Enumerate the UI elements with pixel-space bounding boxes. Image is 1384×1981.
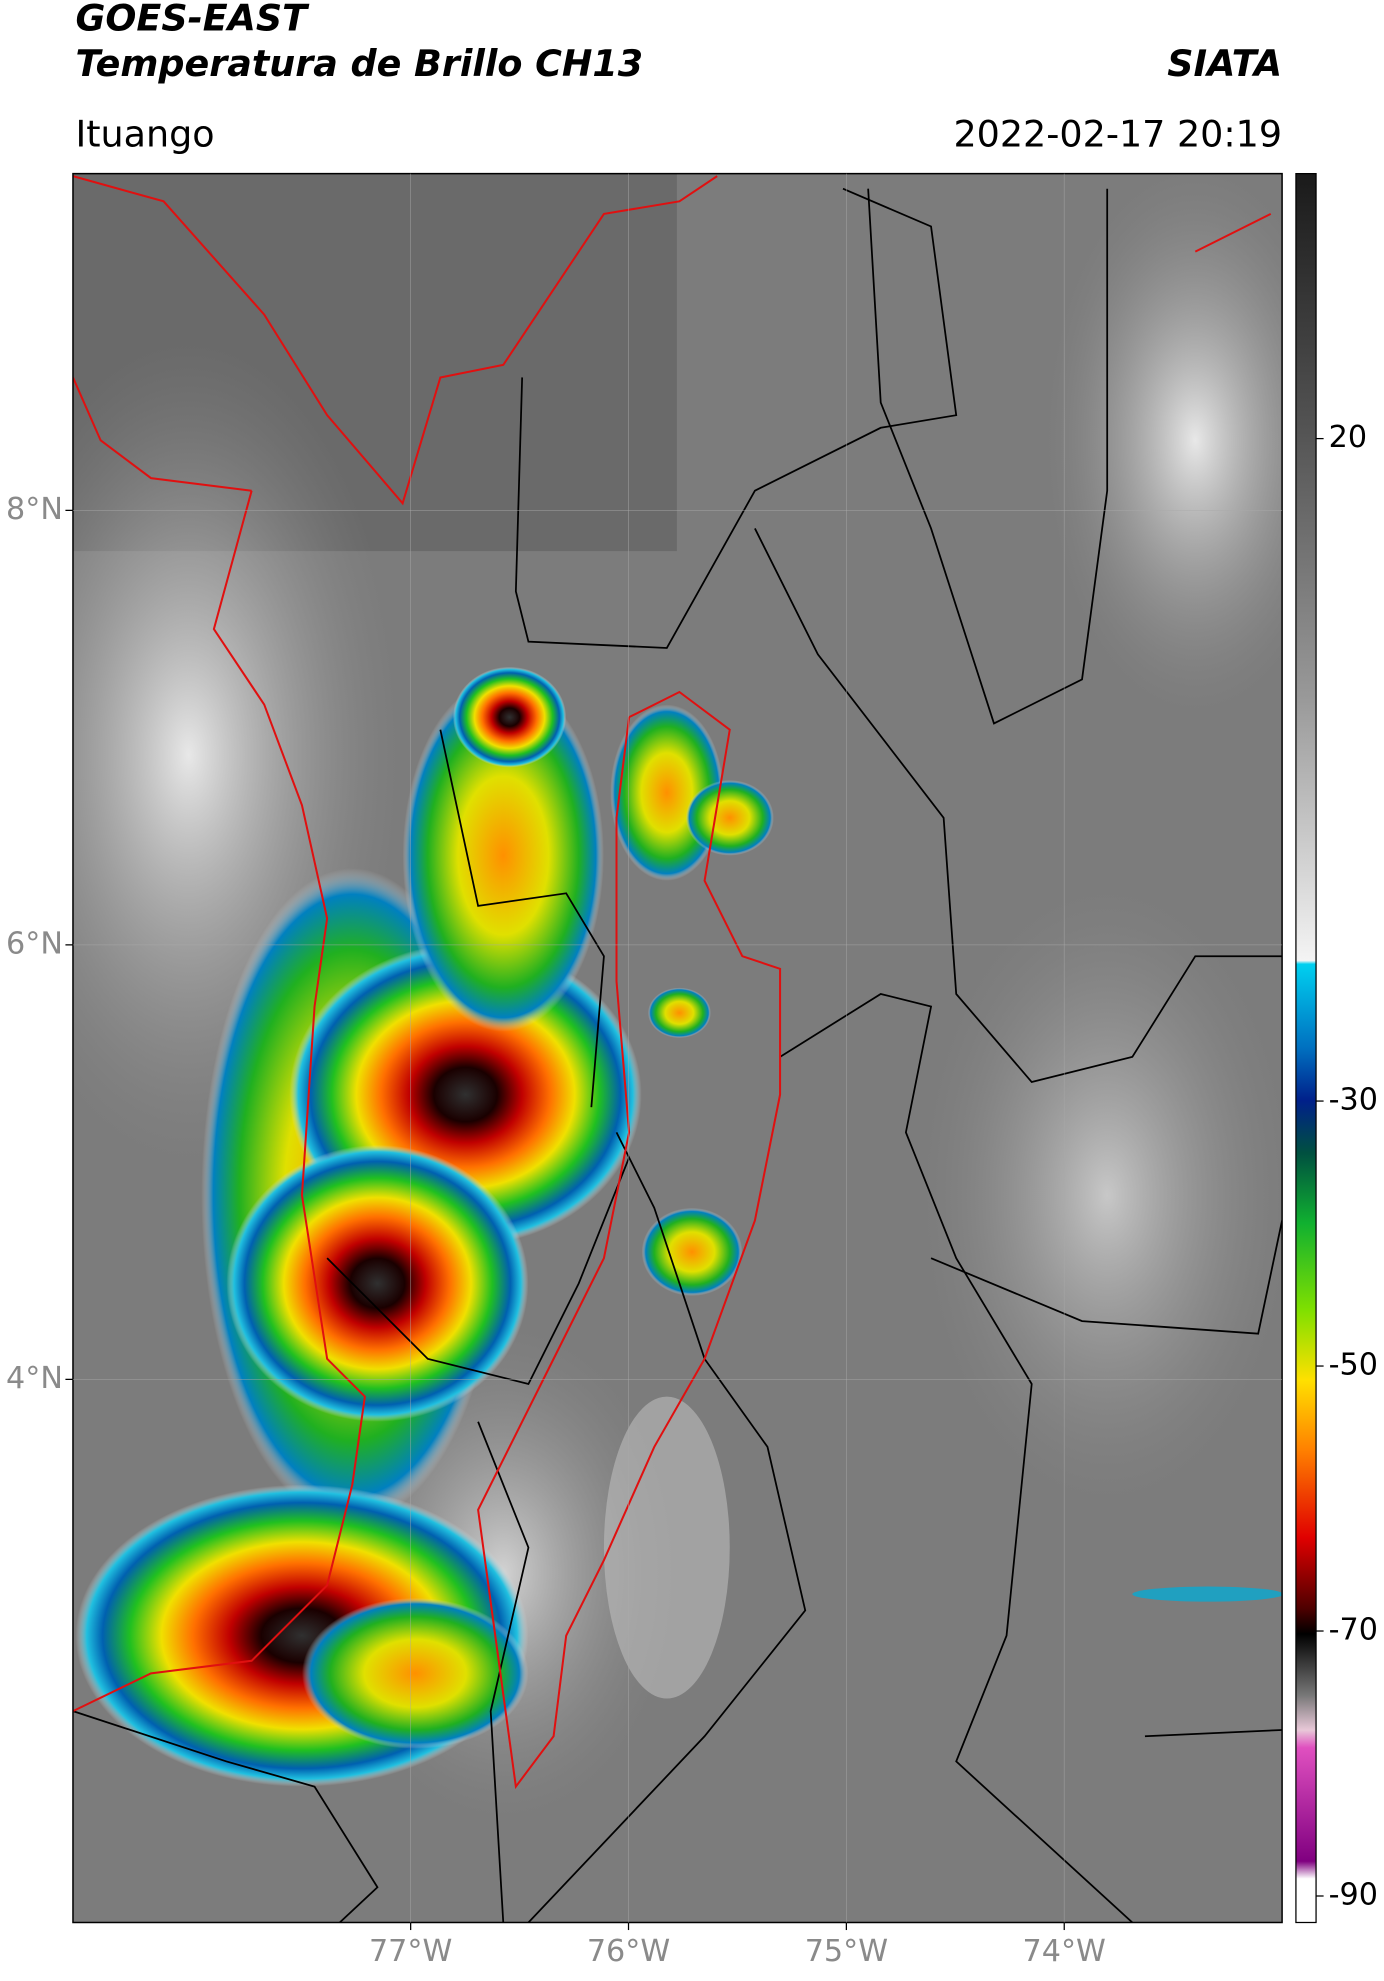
y-tick-label: 4°N xyxy=(6,1361,63,1396)
colorbar-tick-label: -30 xyxy=(1329,1083,1378,1118)
colorbar-tick-label: -70 xyxy=(1329,1613,1378,1648)
colorbar-tick-label: 20 xyxy=(1329,420,1367,455)
subtitle: Temperatura de Brillo CH13 xyxy=(75,42,643,85)
source: SIATA xyxy=(1167,42,1282,85)
map-frame xyxy=(72,172,1283,1924)
y-tick-label: 6°N xyxy=(6,926,63,961)
x-tick-label: 77°W xyxy=(369,1934,452,1969)
colorbar-tick-label: -90 xyxy=(1329,1877,1378,1912)
x-tick-label: 76°W xyxy=(587,1934,670,1969)
x-tick-label: 75°W xyxy=(805,1934,888,1969)
y-tick-label: 8°N xyxy=(6,492,63,527)
map-image xyxy=(72,173,1283,1923)
title: GOES-EAST xyxy=(75,0,310,40)
x-tick-label: 74°W xyxy=(1023,1934,1106,1969)
colorbar xyxy=(1295,172,1317,1924)
location: Ituango xyxy=(75,112,214,155)
datetime: 2022-02-17 20:19 xyxy=(953,112,1282,155)
colorbar-tick-label: -50 xyxy=(1329,1348,1378,1383)
